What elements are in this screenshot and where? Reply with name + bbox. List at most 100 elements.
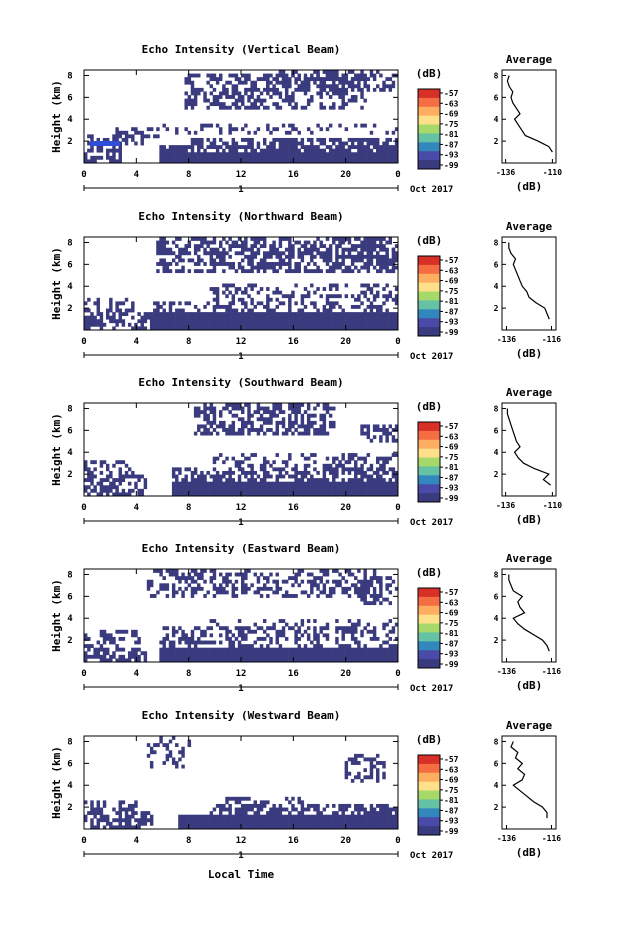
- echo-cell: [247, 417, 251, 422]
- echo-cell: [332, 474, 336, 479]
- echo-cell: [175, 572, 179, 577]
- echo-cell: [247, 159, 251, 164]
- echo-cell: [178, 492, 182, 497]
- echo-cell: [369, 438, 374, 443]
- colorbar-tick-label: -57: [444, 256, 459, 265]
- echo-cell: [247, 145, 251, 149]
- echo-cell: [262, 410, 267, 415]
- echo-cell: [197, 478, 201, 482]
- echo-cell: [171, 251, 176, 256]
- echo-cell: [146, 579, 151, 584]
- echo-cell: [281, 488, 286, 493]
- echo-cell: [115, 818, 119, 823]
- echo-cell: [313, 644, 317, 648]
- echo-cell: [300, 417, 305, 422]
- echo-cell: [159, 155, 163, 160]
- echo-cell: [310, 73, 314, 78]
- echo-cell: [225, 572, 229, 577]
- echo-cell: [187, 821, 192, 826]
- echo-cell: [219, 825, 223, 830]
- x-tick-label: 4: [134, 836, 140, 846]
- echo-cell: [262, 583, 267, 588]
- echo-cell: [219, 413, 223, 418]
- echo-cell: [385, 640, 389, 645]
- echo-cell: [347, 152, 352, 157]
- echo-cell: [206, 428, 210, 432]
- x-tick-label: 0: [81, 337, 86, 347]
- echo-cell: [266, 406, 270, 411]
- echo-cell: [250, 644, 254, 648]
- echo-cell: [369, 319, 374, 324]
- echo-cell: [190, 488, 195, 493]
- colorbar-frame: [417, 754, 441, 836]
- echo-cell: [278, 137, 283, 142]
- echo-cell: [366, 629, 371, 634]
- echo-cell: [266, 811, 270, 815]
- echo-cell: [272, 244, 276, 249]
- echo-cell: [366, 240, 371, 245]
- echo-cell: [319, 95, 323, 99]
- echo-cell: [165, 127, 170, 132]
- echo-cell: [275, 818, 279, 823]
- echo-cell: [319, 141, 323, 146]
- echo-cell: [284, 488, 289, 493]
- echo-cell: [278, 470, 283, 475]
- echo-cell: [241, 137, 245, 142]
- echo-cell: [376, 304, 380, 309]
- echo-cell: [262, 322, 267, 327]
- echo-cell: [335, 651, 339, 656]
- echo-cell: [313, 145, 317, 149]
- echo-cell: [297, 312, 301, 316]
- echo-cell: [193, 91, 198, 96]
- echo-cell: [212, 297, 217, 302]
- echo-cell: [335, 91, 339, 96]
- echo-cell: [316, 478, 320, 482]
- echo-cell: [102, 137, 107, 142]
- echo-cell: [187, 644, 192, 648]
- echo-cell: [244, 123, 248, 128]
- echo-cell: [184, 658, 188, 663]
- echo-cell: [262, 825, 267, 830]
- echo-cell: [212, 73, 217, 78]
- echo-cell: [291, 105, 295, 110]
- echo-cell: [372, 818, 377, 823]
- echo-cell: [162, 315, 166, 320]
- echo-cell: [256, 485, 261, 490]
- echo-cell: [316, 428, 320, 432]
- echo-cell: [303, 821, 308, 826]
- echo-cell: [212, 586, 217, 591]
- y-tick-label: 6: [67, 93, 72, 103]
- echo-cell: [344, 658, 349, 663]
- echo-cell: [357, 803, 361, 808]
- echo-cell: [99, 629, 104, 634]
- echo-cell: [168, 152, 173, 157]
- echo-cell: [228, 322, 232, 327]
- echo-cell: [237, 98, 242, 103]
- echo-cell: [303, 651, 308, 656]
- echo-cell: [225, 319, 229, 324]
- echo-cell: [175, 467, 179, 472]
- echo-cell: [109, 308, 113, 313]
- echo-cell: [382, 764, 386, 769]
- echo-cell: [90, 319, 94, 324]
- echo-cell: [363, 576, 367, 581]
- echo-cell: [262, 463, 267, 468]
- panel-title: Echo Intensity (Eastward Beam): [142, 542, 341, 555]
- echo-cell: [197, 258, 201, 263]
- echo-cell: [253, 130, 257, 135]
- echo-cell: [244, 159, 248, 164]
- echo-cell: [253, 428, 257, 432]
- echo-cell: [284, 460, 289, 465]
- echo-cell: [306, 155, 311, 160]
- echo-cell: [354, 807, 358, 812]
- echo-cell: [376, 428, 380, 432]
- echo-cell: [281, 237, 286, 241]
- echo-cell: [325, 818, 330, 823]
- echo-cell: [112, 485, 116, 490]
- echo-cell: [357, 251, 361, 256]
- echo-cell: [219, 91, 223, 96]
- echo-cell: [156, 315, 160, 320]
- echo-cell: [244, 145, 248, 149]
- echo-cell: [222, 102, 226, 107]
- echo-cell: [335, 159, 339, 164]
